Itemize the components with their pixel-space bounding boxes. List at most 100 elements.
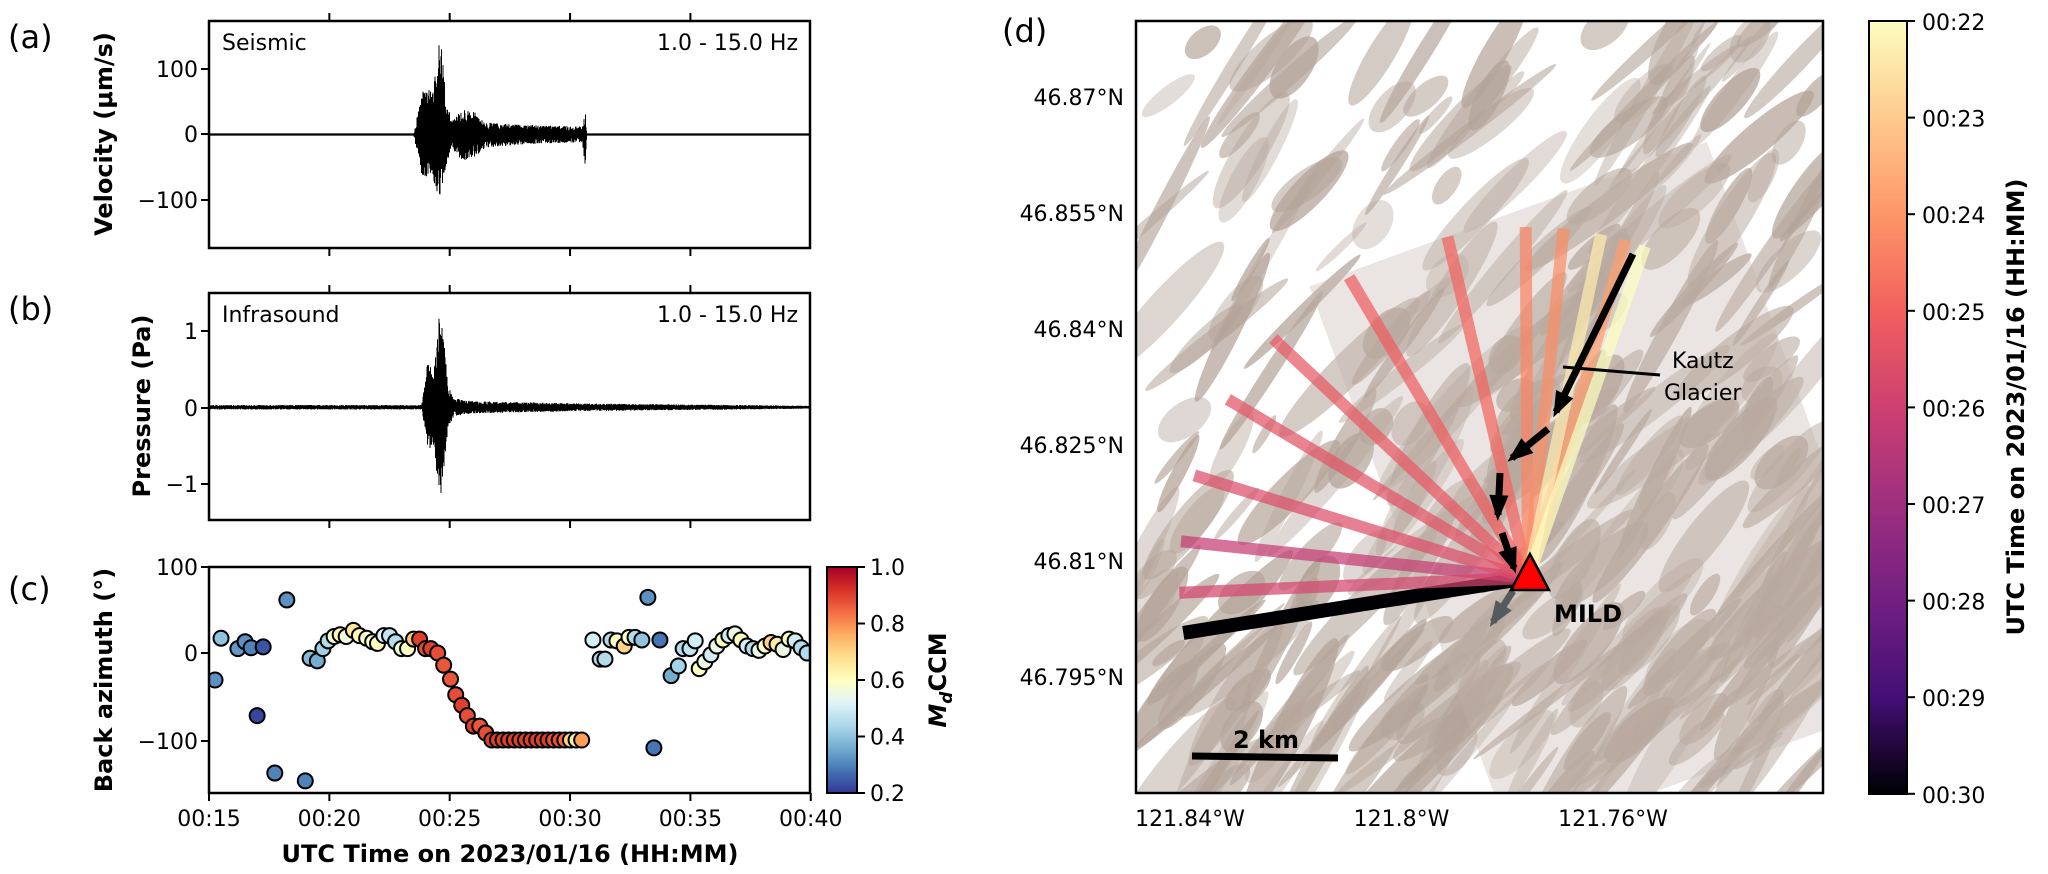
terrain-ridge (1776, 447, 1802, 485)
panel-label-d: (d) (1002, 12, 1047, 50)
terrain-ridge (1315, 222, 1367, 272)
mdccm-label-m: M (924, 704, 952, 728)
terrain-ridge (1502, 708, 1559, 793)
terrain-ridge (1736, 21, 1793, 48)
terrain-ridge (1167, 710, 1260, 793)
backazimuth-point (573, 731, 591, 749)
mdccm-colorbar (826, 566, 858, 794)
terrain-ridge (1136, 549, 1177, 600)
backazimuth-point (645, 739, 663, 757)
terrain-ridge (1747, 590, 1823, 724)
terrain-ridge (1136, 624, 1279, 757)
terrain-ridge (1354, 692, 1504, 793)
terrain-ridge (1771, 120, 1806, 165)
terrain-ridge (1704, 90, 1814, 184)
terrain-ridge (1754, 435, 1809, 490)
baz-ytick-0: 0 (184, 642, 198, 667)
time-axis-ticks: 00:15 00:20 00:25 00:30 00:35 00:40 (177, 566, 842, 832)
terrain-ridge (1566, 168, 1632, 225)
backazimuth-point (596, 650, 614, 668)
infrasound-waveform (209, 318, 810, 493)
terrain-ridge (1403, 75, 1449, 117)
terrain-ridge (1616, 415, 1684, 496)
terrain-ridge (1242, 99, 1298, 203)
terrain-ridge (1220, 701, 1264, 752)
arrow-shaft (1552, 252, 1637, 414)
seismic-ylabel: Velocity (μm/s) (90, 32, 118, 236)
terrain-ridge (1700, 67, 1761, 133)
terrain-ridge (1654, 134, 1702, 189)
colorbar-tick-label: 00:28 (1922, 591, 1985, 616)
baz-ylabel: Back azimuth (°) (90, 568, 118, 792)
terrain-ridge (1592, 443, 1709, 603)
terrain-ridge (1658, 480, 1750, 593)
terrain-ridge (1391, 401, 1429, 446)
terrain-ridge (1383, 64, 1557, 195)
terrain-ridge (1373, 392, 1468, 501)
terrain-ridge (1419, 96, 1453, 134)
terrain-ridge (1742, 437, 1823, 529)
kautz-glacier-label-line1: Kautz (1672, 349, 1734, 374)
terrain-ridge (1741, 366, 1783, 405)
terrain-ridge (1639, 448, 1685, 513)
colorbar-tick-label: 00:24 (1922, 204, 1985, 229)
terrain-ridge (1214, 487, 1259, 541)
terrain-ridge (1734, 731, 1784, 770)
xtick-label: 00:15 (177, 807, 240, 832)
backazimuth-point (209, 671, 224, 689)
colorbar-tick-label: 1.0 (870, 556, 905, 581)
terrain-ridge (1276, 665, 1369, 793)
terrain-ridge (1463, 130, 1567, 233)
map-frame (1134, 19, 1825, 795)
arrow-head-icon (1507, 438, 1534, 462)
terrain-ridge (1145, 278, 1289, 391)
kautz-glacier-label-line2: Glacier (1664, 381, 1742, 406)
kautz-glacier-pointer (1562, 365, 1661, 377)
terrain-ridge (1431, 166, 1462, 205)
backazimuth-beams (1179, 227, 1651, 640)
terrain-ridge (1174, 680, 1252, 793)
terrain-ridge (1136, 616, 1208, 706)
terrain-ridge (1218, 137, 1270, 223)
backazimuth-point (686, 632, 704, 650)
flow-path-arrows (1489, 252, 1637, 628)
backazimuth-point (212, 629, 230, 647)
terrain-ridge (1758, 596, 1823, 723)
backazimuth-beam (1522, 228, 1570, 579)
xtick-label: 00:25 (418, 807, 481, 832)
waveform-trace (209, 318, 810, 493)
terrain-ridge (1179, 599, 1319, 717)
terrain-ridge (1275, 621, 1313, 685)
xtick-label: 00:20 (298, 807, 361, 832)
terrain-ridge (1617, 406, 1692, 559)
backazimuth-beam (1180, 535, 1529, 584)
terrain-ridge (1640, 491, 1677, 550)
waveform-trace (209, 45, 810, 195)
seismic-yticks (201, 13, 692, 528)
terrain-ridge (1254, 430, 1323, 563)
terrain-ridge (1380, 616, 1453, 672)
time-axis-label: UTC Time on 2023/01/16 (HH:MM) (282, 840, 739, 868)
terrain-ridge (1747, 148, 1780, 203)
terrain-ridge (1743, 336, 1800, 383)
backazimuth-points (209, 588, 810, 790)
terrain-ridge (1744, 21, 1823, 119)
terrain-ridge (1680, 253, 1752, 307)
terrain-ridge (1237, 440, 1341, 546)
infrasound-ytick-neg1: −1 (166, 473, 198, 498)
backazimuth-beam (1192, 469, 1530, 584)
terrain-ridge (1352, 200, 1394, 250)
latitude-tick-label: 46.81°N (1034, 550, 1124, 575)
longitude-tick-label: 121.8°W (1354, 807, 1450, 832)
terrain-ridge (1764, 747, 1823, 793)
longitude-tick-label: 121.76°W (1558, 807, 1668, 832)
terrain-ridge (1555, 455, 1678, 615)
terrain-ridge (1648, 21, 1712, 86)
time-colorbar-ticks: 00:22 00:23 00:24 00:25 00:26 00:27 00:28 00:29… (1907, 11, 1985, 809)
infrasound-yticks (201, 330, 209, 485)
terrain-ridge (1157, 434, 1200, 513)
terrain-ridge (1414, 584, 1547, 685)
infrasound-panel: Infrasound 1.0 - 15.0 Hz 1 0 −1 Pressure… (128, 291, 812, 522)
terrain-ridge (1396, 650, 1481, 745)
terrain-ridge (1495, 746, 1559, 793)
